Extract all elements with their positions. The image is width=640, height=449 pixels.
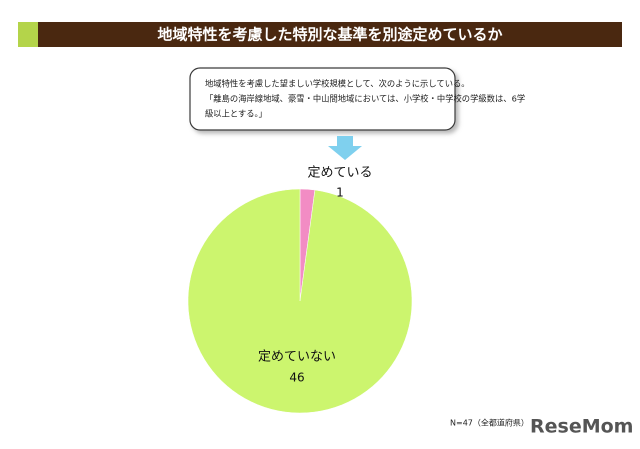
pie <box>187 188 413 414</box>
note: N=47（全都道府県） <box>450 418 529 428</box>
slice-value: 1 <box>336 186 344 200</box>
watermark: ReseMom <box>530 416 633 438</box>
arrow <box>328 136 362 160</box>
title-accent <box>18 22 38 47</box>
callout-box <box>189 67 456 131</box>
slice-label: 定めている <box>307 166 372 181</box>
pie-slice <box>187 188 413 414</box>
callout-text: 級以上とする。」 <box>205 109 267 119</box>
slice-label: 定めていない <box>258 350 336 365</box>
chart-title: 地域特性を考慮した特別な基準を別途定めているか <box>157 26 502 44</box>
slice-value: 46 <box>289 371 304 385</box>
callout-text: 「離島の海岸線地域、豪雪・中山間地域においては、小学校・中学校の学級数は、6学 <box>205 94 525 104</box>
callout-text: 地域特性を考慮した望ましい学校規模として、次のように示している。 <box>205 79 470 89</box>
title-bar <box>18 22 622 47</box>
